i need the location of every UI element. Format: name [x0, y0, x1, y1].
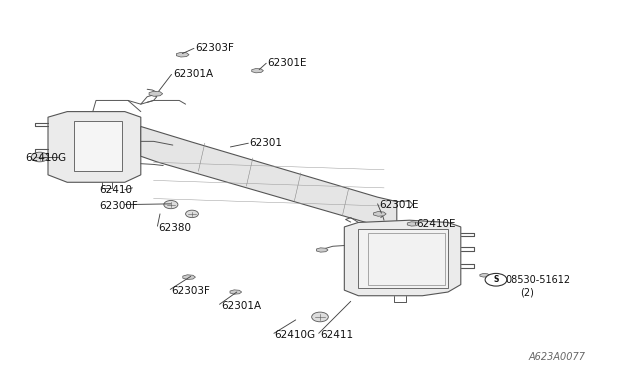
Polygon shape [407, 222, 419, 226]
Polygon shape [344, 220, 461, 296]
Polygon shape [252, 68, 264, 73]
Text: 62301E: 62301E [268, 58, 307, 68]
Text: 62410G: 62410G [26, 153, 67, 163]
Polygon shape [183, 275, 195, 279]
Polygon shape [48, 112, 141, 182]
Polygon shape [177, 52, 189, 57]
Text: 62300F: 62300F [99, 202, 138, 211]
Polygon shape [230, 290, 242, 294]
Text: 62301: 62301 [250, 138, 283, 148]
Polygon shape [74, 121, 122, 171]
Text: (2): (2) [520, 287, 534, 297]
Text: 08530-51612: 08530-51612 [506, 275, 571, 285]
Text: 62380: 62380 [159, 223, 192, 232]
Text: S: S [493, 275, 499, 284]
Text: 62410E: 62410E [416, 219, 456, 229]
Text: 62301E: 62301E [379, 201, 419, 210]
Circle shape [186, 210, 198, 218]
Text: 62303F: 62303F [195, 44, 234, 53]
Polygon shape [374, 212, 386, 216]
Text: 62301A: 62301A [173, 70, 213, 79]
Polygon shape [316, 248, 328, 252]
Polygon shape [141, 126, 397, 231]
Polygon shape [149, 91, 163, 96]
Text: 62410G: 62410G [274, 330, 315, 340]
Circle shape [485, 273, 507, 286]
Text: 62303F: 62303F [172, 286, 211, 296]
Text: 62301A: 62301A [221, 301, 261, 311]
Text: 62411: 62411 [320, 330, 353, 340]
Text: A623A0077: A623A0077 [528, 352, 586, 362]
Polygon shape [358, 229, 448, 288]
Circle shape [164, 201, 178, 209]
Text: 62410: 62410 [99, 185, 132, 195]
Polygon shape [480, 273, 490, 277]
Circle shape [31, 152, 48, 162]
Circle shape [312, 312, 328, 322]
